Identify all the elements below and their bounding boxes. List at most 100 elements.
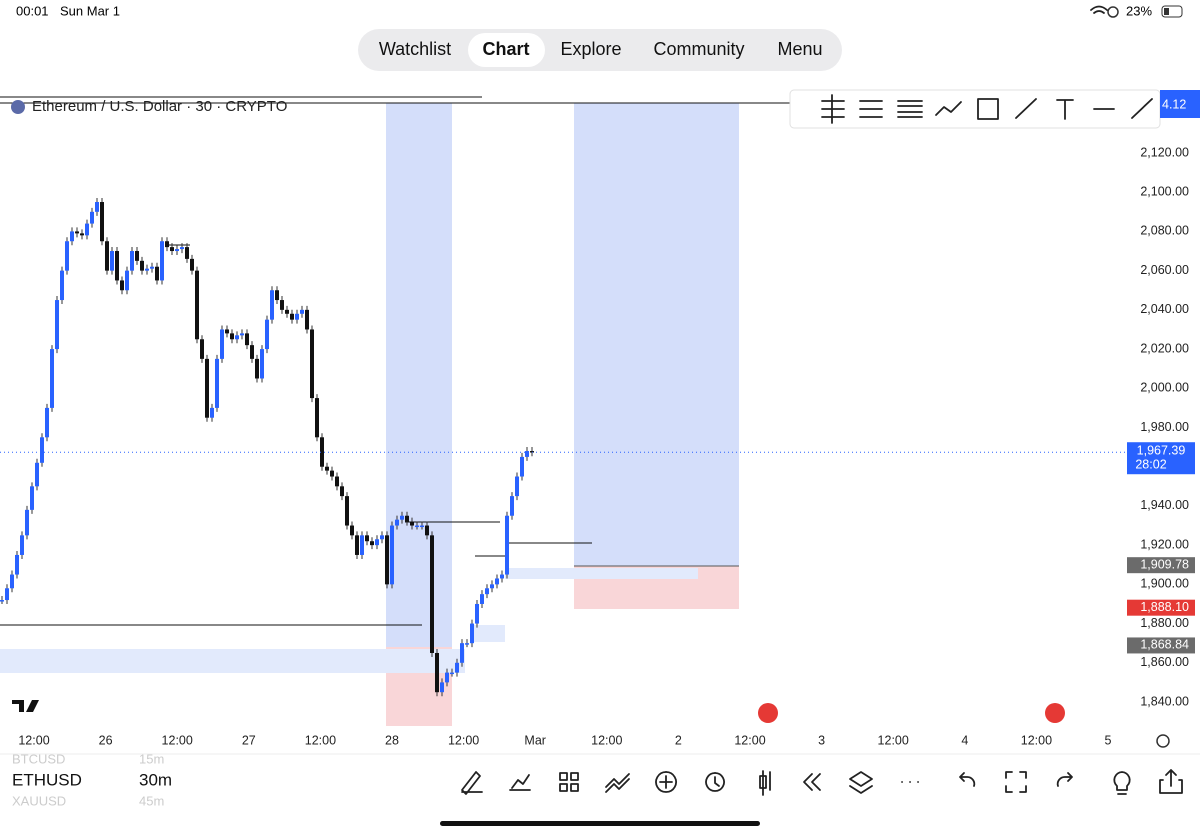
candle <box>440 682 444 693</box>
candle <box>495 578 499 585</box>
price-label: 2,120.00 <box>1140 145 1189 159</box>
draw-icon[interactable] <box>461 771 483 795</box>
candle <box>260 349 264 379</box>
chart-type-icon[interactable] <box>759 770 771 796</box>
share-icon[interactable] <box>1159 769 1183 794</box>
lines-tool[interactable] <box>897 100 923 118</box>
candle <box>325 466 329 471</box>
indicators-icon[interactable] <box>509 774 531 791</box>
candle <box>390 525 394 585</box>
event-icon[interactable] <box>758 703 778 723</box>
candle <box>185 247 189 259</box>
bottom-toolbar <box>461 769 1183 796</box>
tab[interactable]: Watchlist <box>379 39 451 59</box>
candle <box>460 643 464 663</box>
redo-icon[interactable] <box>1056 772 1073 787</box>
candle <box>400 515 404 520</box>
candle <box>180 247 184 250</box>
tab[interactable]: Community <box>653 39 744 59</box>
tab[interactable]: Explore <box>560 39 621 59</box>
layout-icon[interactable] <box>559 772 579 792</box>
candle <box>430 535 434 653</box>
wifi-icon <box>1090 5 1108 14</box>
last-price-tag <box>1127 442 1195 475</box>
candle <box>300 309 304 314</box>
settings-icon[interactable] <box>1156 734 1170 748</box>
alert-icon[interactable] <box>705 772 725 792</box>
candle <box>30 486 34 510</box>
symbol-title[interactable]: Ethereum / U.S. Dollar · 30 · CRYPTO <box>32 98 287 115</box>
lock-icon <box>1107 6 1119 18</box>
candle <box>90 211 94 224</box>
candle <box>515 476 519 497</box>
candle <box>340 486 344 497</box>
candle <box>250 345 254 359</box>
candle <box>115 251 119 281</box>
price-tag <box>1160 90 1200 118</box>
candle <box>455 662 459 673</box>
watch-interval[interactable]: 45m <box>139 793 164 808</box>
candle <box>380 535 384 540</box>
zone-band <box>0 649 465 673</box>
candle <box>150 266 154 269</box>
candle <box>235 335 239 340</box>
candle <box>485 588 489 595</box>
candle <box>0 600 4 602</box>
compare-icon[interactable] <box>605 773 630 793</box>
candle <box>525 451 529 457</box>
watch-interval[interactable]: 15m <box>139 751 164 766</box>
candle <box>100 202 104 242</box>
watch-symbol[interactable]: XAUUSD <box>12 793 66 808</box>
channel-tool[interactable] <box>859 100 883 118</box>
candle <box>125 270 129 291</box>
time-label: 2 <box>675 733 682 747</box>
add-icon[interactable] <box>655 771 677 793</box>
fullscreen-icon[interactable] <box>1005 771 1027 793</box>
price-label: 1,920.00 <box>1140 537 1189 551</box>
candle <box>120 280 124 291</box>
time-label: 26 <box>99 733 113 747</box>
watch-interval[interactable]: 30m <box>139 770 172 789</box>
time-label: 12:00 <box>305 733 336 747</box>
trendline-tool[interactable] <box>1015 98 1037 119</box>
candle <box>315 398 319 438</box>
tab[interactable]: Chart <box>482 39 529 59</box>
candle <box>470 623 474 644</box>
ray-tool[interactable] <box>1131 98 1153 119</box>
watch-symbol[interactable]: BTCUSD <box>12 751 65 766</box>
status-date: Sun Mar 1 <box>60 3 120 18</box>
layers-icon[interactable] <box>849 771 873 794</box>
replay-icon[interactable] <box>803 773 821 791</box>
candle <box>20 535 24 555</box>
rect-tool[interactable] <box>977 98 999 120</box>
time-label: 12:00 <box>448 733 479 747</box>
candle <box>240 333 244 336</box>
countdown-text: 28:02 <box>1135 458 1166 472</box>
candle <box>420 525 424 528</box>
candle <box>505 515 509 575</box>
candle <box>220 329 224 359</box>
candle <box>410 521 414 526</box>
candle <box>395 519 399 526</box>
candle <box>320 437 324 467</box>
candle <box>190 258 194 271</box>
ideas-icon[interactable] <box>1113 771 1131 795</box>
target-zone <box>386 103 452 647</box>
path-tool[interactable] <box>935 101 962 116</box>
candle <box>225 329 229 334</box>
tab[interactable]: Menu <box>777 39 822 59</box>
undo-icon[interactable] <box>959 772 976 787</box>
tv-logo <box>12 700 39 712</box>
candle <box>370 541 374 546</box>
drawing-tools <box>821 94 1153 124</box>
time-label: 12:00 <box>162 733 193 747</box>
candle <box>415 525 419 528</box>
event-icon[interactable] <box>1045 703 1065 723</box>
fib-tool[interactable] <box>821 94 845 124</box>
candle <box>40 437 44 463</box>
text-tool[interactable] <box>1056 99 1074 120</box>
eth-icon <box>11 100 25 114</box>
candle <box>295 313 299 320</box>
watch-symbol[interactable]: ETHUSD <box>12 770 82 789</box>
